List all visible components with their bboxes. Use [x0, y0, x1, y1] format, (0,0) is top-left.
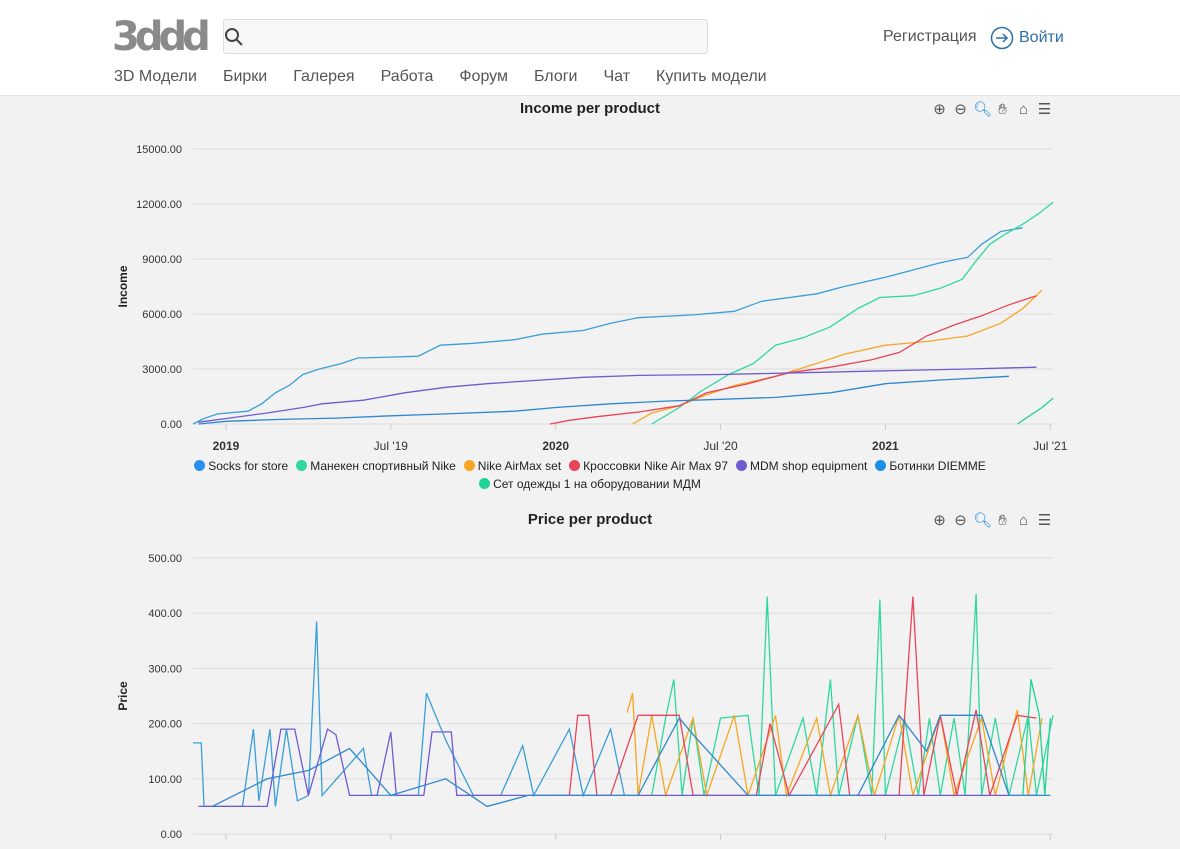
y-axis-label: Income	[116, 265, 130, 307]
y-tick-label: 0.00	[161, 829, 182, 841]
menu-icon[interactable]: ☰	[1037, 512, 1052, 529]
nav-buy-models[interactable]: Купить модели	[656, 68, 767, 85]
y-tick-label: 9000.00	[142, 254, 182, 266]
legend-label: Сет одежды 1 на оборудовании МДМ	[493, 477, 701, 491]
legend-dot-icon	[479, 478, 491, 489]
x-tick-label: 2020	[542, 439, 569, 453]
login-icon	[990, 26, 1014, 50]
zoom-in-icon[interactable]: ⊕	[933, 101, 946, 118]
series-line-mdm-shop-equipment	[198, 366, 1037, 423]
y-tick-label: 400.00	[148, 608, 182, 620]
series-line-сет-одежды-1-на-оборудовании-мдм	[1016, 397, 1054, 425]
main-nav: 3D Модели Бирки Галерея Работа Форум Бло…	[114, 68, 767, 86]
y-tick-label: 500.00	[148, 553, 182, 565]
legend: Socks for store Манекен спортивный Nike Ni…	[0, 457, 1180, 493]
x-tick-label: Jul '19	[374, 439, 409, 453]
series-line-socks-for-store	[192, 227, 1023, 425]
legend-item[interactable]: MDM shop equipment	[736, 457, 867, 475]
series-line-socks-for-store	[193, 621, 626, 808]
legend-dot-icon	[463, 460, 475, 471]
legend-dot-icon	[569, 460, 581, 471]
magnify-icon[interactable]: 🔍︎	[973, 101, 993, 118]
income-chart-toolbar: ⊕ ⊖ 🔍︎ ✋︎ ⌂ ☰	[931, 100, 1053, 119]
nav-blogs[interactable]: Блоги	[533, 68, 578, 85]
legend-label: Socks for store	[208, 459, 289, 473]
legend-label: MDM shop equipment	[750, 459, 868, 473]
series-line-кроссовки-nike-air-max-97	[550, 596, 1037, 798]
legend-dot-icon	[875, 460, 887, 471]
zoom-out-icon[interactable]: ⊖	[954, 101, 967, 118]
series-line-сет-одежды-1-на-оборудовании-мдм	[1022, 679, 1051, 796]
logo[interactable]: 3ddd	[112, 14, 211, 60]
y-tick-label: 12000.00	[136, 199, 182, 211]
search-icon[interactable]	[224, 27, 244, 47]
home-icon[interactable]: ⌂	[1018, 100, 1029, 118]
legend-item[interactable]: Nike AirMax set	[463, 457, 562, 475]
nav-gallery[interactable]: Галерея	[293, 68, 355, 85]
series-line-кроссовки-nike-air-max-97	[550, 295, 1037, 425]
legend-dot-icon	[296, 460, 308, 471]
search-box[interactable]	[223, 19, 708, 54]
legend-dot-icon	[194, 460, 206, 471]
nav-3d-models[interactable]: 3D Модели	[114, 68, 197, 85]
legend-label: Кроссовки Nike Air Max 97	[583, 459, 728, 473]
nav-chat[interactable]: Чат	[603, 68, 631, 85]
pan-hand-icon[interactable]: ✋︎	[998, 100, 1007, 118]
home-icon[interactable]: ⌂	[1018, 511, 1029, 529]
legend-item[interactable]: Сет одежды 1 на оборудовании МДМ	[479, 475, 701, 493]
legend-dot-icon	[736, 460, 747, 471]
x-tick-label: 2021	[872, 439, 899, 453]
y-tick-label: 15000.00	[136, 144, 182, 156]
x-tick-label: 2019	[213, 439, 240, 453]
zoom-in-icon[interactable]: ⊕	[933, 512, 946, 529]
site-header: 3ddd Регистрация Войти 3D Модели Бирки Г…	[0, 0, 1180, 96]
legend-item[interactable]: Кроссовки Nike Air Max 97	[569, 457, 728, 475]
search-input[interactable]	[224, 20, 664, 53]
x-tick-label: Jul '20	[703, 439, 738, 453]
y-tick-label: 6000.00	[142, 309, 182, 321]
y-tick-label: 200.00	[148, 719, 182, 731]
legend-item[interactable]: Манекен спортивный Nike	[296, 457, 456, 475]
series-line-манекен-спортивный-nike	[651, 593, 1054, 796]
series-line-ботинки-diemme	[198, 375, 1010, 425]
y-axis-label: Price	[116, 681, 130, 711]
pan-hand-icon[interactable]: ✋︎	[998, 511, 1007, 529]
legend-label: Nike AirMax set	[477, 459, 562, 473]
nav-work[interactable]: Работа	[380, 68, 434, 85]
zoom-out-icon[interactable]: ⊖	[954, 512, 967, 529]
price-chart-title: Price per product	[527, 511, 653, 528]
login-label: Войти	[1019, 29, 1064, 46]
y-tick-label: 3000.00	[142, 364, 182, 376]
y-tick-label: 100.00	[148, 774, 182, 786]
nav-forum[interactable]: Форум	[459, 68, 508, 85]
series-line-nike-airmax-set	[626, 693, 1043, 798]
y-tick-label: 300.00	[148, 663, 182, 675]
nav-tags[interactable]: Бирки	[222, 68, 268, 85]
y-tick-label: 0.00	[161, 419, 182, 431]
income-chart: 0.00 3000.00 6000.00 9000.00 12000.00 15000.0…	[116, 144, 1068, 453]
legend-label: Ботинки DIEMME	[889, 459, 986, 473]
income-chart-title: Income per product	[519, 100, 661, 117]
legend-item[interactable]: Ботинки DIEMME	[875, 457, 986, 475]
x-tick-label: Jul '21	[1033, 439, 1068, 453]
magnify-icon[interactable]: 🔍︎	[973, 512, 993, 529]
legend-label: Манекен спортивный Nike	[310, 459, 456, 473]
price-chart-toolbar: ⊕ ⊖ 🔍︎ ✋︎ ⌂ ☰	[931, 511, 1053, 530]
login-link[interactable]: Войти	[990, 26, 1064, 50]
series-line-ботинки-diemme	[211, 714, 1051, 808]
register-link[interactable]: Регистрация	[883, 28, 977, 45]
menu-icon[interactable]: ☰	[1037, 101, 1052, 118]
legend-item[interactable]: Socks for store	[194, 457, 288, 475]
